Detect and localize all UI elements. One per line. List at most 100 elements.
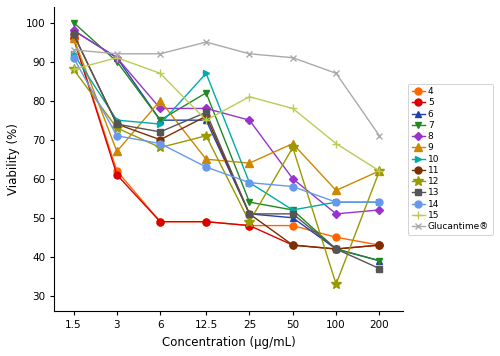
15 xyxy=(333,141,339,146)
15 xyxy=(203,118,209,122)
11 xyxy=(376,243,382,247)
Line: 15: 15 xyxy=(70,53,384,175)
15 xyxy=(157,71,163,75)
13 xyxy=(114,122,120,126)
5 xyxy=(70,36,76,40)
7 xyxy=(114,59,120,64)
Line: Glucantime®: Glucantime® xyxy=(70,38,383,139)
5 xyxy=(157,220,163,224)
5 xyxy=(246,224,252,228)
12 xyxy=(114,126,120,130)
11 xyxy=(114,122,120,126)
9 xyxy=(290,141,296,146)
4 xyxy=(114,169,120,173)
Line: 11: 11 xyxy=(70,31,383,252)
6 xyxy=(203,118,209,122)
9 xyxy=(246,161,252,165)
8 xyxy=(70,28,76,32)
7 xyxy=(203,91,209,95)
10 xyxy=(376,200,382,204)
5 xyxy=(114,173,120,177)
11 xyxy=(333,247,339,251)
4 xyxy=(376,243,382,247)
13 xyxy=(157,130,163,134)
6 xyxy=(114,56,120,60)
13 xyxy=(203,110,209,115)
15 xyxy=(246,95,252,99)
Glucantime® xyxy=(246,52,252,56)
11 xyxy=(290,243,296,247)
7 xyxy=(157,118,163,122)
14 xyxy=(290,184,296,189)
10 xyxy=(114,118,120,122)
14 xyxy=(333,200,339,204)
Glucantime® xyxy=(290,56,296,60)
15 xyxy=(70,67,76,72)
14 xyxy=(246,180,252,185)
14 xyxy=(203,165,209,169)
6 xyxy=(333,247,339,251)
5 xyxy=(290,243,296,247)
5 xyxy=(376,243,382,247)
Line: 13: 13 xyxy=(70,31,383,272)
12 xyxy=(203,134,209,138)
8 xyxy=(157,106,163,111)
4 xyxy=(290,224,296,228)
10 xyxy=(333,200,339,204)
9 xyxy=(376,169,382,173)
11 xyxy=(246,212,252,216)
13 xyxy=(70,32,76,36)
13 xyxy=(333,247,339,251)
12 xyxy=(246,220,252,224)
7 xyxy=(70,20,76,25)
9 xyxy=(114,149,120,153)
8 xyxy=(203,106,209,111)
Glucantime® xyxy=(157,52,163,56)
7 xyxy=(376,258,382,263)
Line: 5: 5 xyxy=(70,35,383,252)
7 xyxy=(246,200,252,204)
11 xyxy=(203,114,209,119)
6 xyxy=(157,118,163,122)
Line: 8: 8 xyxy=(71,28,382,217)
10 xyxy=(203,71,209,75)
7 xyxy=(290,208,296,212)
10 xyxy=(157,122,163,126)
13 xyxy=(290,212,296,216)
8 xyxy=(246,118,252,122)
15 xyxy=(376,169,382,173)
12 xyxy=(290,145,296,150)
11 xyxy=(70,32,76,36)
9 xyxy=(203,157,209,161)
Line: 14: 14 xyxy=(70,54,383,206)
Glucantime® xyxy=(114,52,120,56)
8 xyxy=(333,212,339,216)
Line: 7: 7 xyxy=(70,19,383,264)
6 xyxy=(70,28,76,32)
8 xyxy=(376,208,382,212)
11 xyxy=(157,137,163,142)
13 xyxy=(376,266,382,271)
15 xyxy=(114,56,120,60)
12 xyxy=(376,169,382,173)
12 xyxy=(157,145,163,150)
Glucantime® xyxy=(70,48,76,52)
12 xyxy=(70,67,76,72)
Glucantime® xyxy=(203,40,209,44)
8 xyxy=(290,177,296,181)
Legend: 4, 5, 6, 7, 8, 9, 10, 11, 12, 13, 14, 15, Glucantime®: 4, 5, 6, 7, 8, 9, 10, 11, 12, 13, 14, 15… xyxy=(408,84,492,235)
Y-axis label: Viability (%): Viability (%) xyxy=(7,123,20,195)
Glucantime® xyxy=(376,134,382,138)
Line: 4: 4 xyxy=(70,35,383,248)
12 xyxy=(333,282,339,286)
7 xyxy=(333,247,339,251)
Line: 12: 12 xyxy=(68,64,384,289)
Line: 9: 9 xyxy=(70,34,384,195)
6 xyxy=(246,212,252,216)
5 xyxy=(333,247,339,251)
X-axis label: Concentration (μg/mL): Concentration (μg/mL) xyxy=(162,336,296,349)
14 xyxy=(114,134,120,138)
10 xyxy=(246,180,252,185)
9 xyxy=(333,188,339,193)
14 xyxy=(157,141,163,146)
